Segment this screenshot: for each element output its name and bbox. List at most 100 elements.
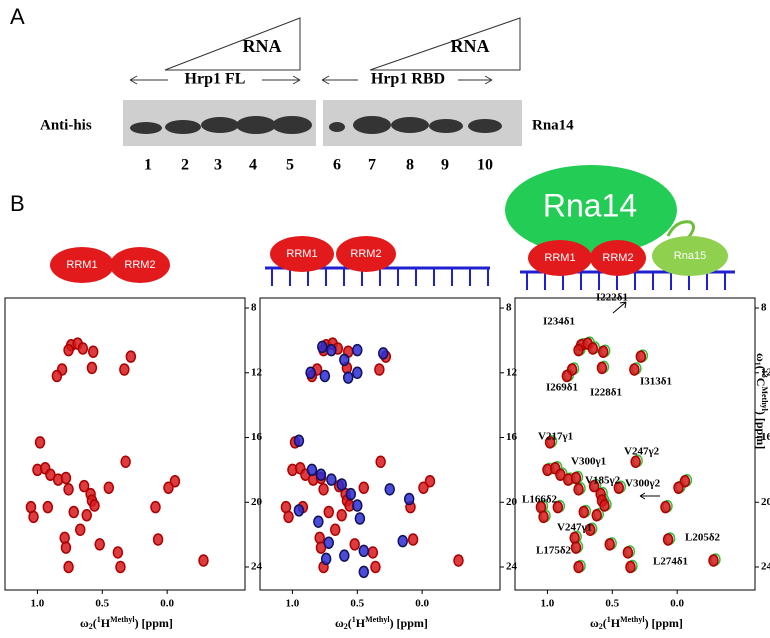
peak [374,363,385,376]
assignment: I234δ1 [543,316,575,328]
x-tick-label: 0.5 [95,598,109,610]
peak [358,481,370,494]
peak [538,510,549,524]
peak [552,500,564,514]
y-tick-label: 24 [251,561,263,573]
group-label: Hrp1 FL [185,71,246,88]
y-tick-label: 12 [251,366,263,378]
peak [613,481,625,494]
peak [125,350,137,363]
axis-label-part: Methyl [620,615,645,624]
axis-label-part: ω [80,616,89,630]
peak [306,463,318,477]
gradient-triangle [369,17,521,71]
lane-number: 10 [477,157,493,174]
peak [352,499,363,512]
axis-label-part: ω [590,616,599,630]
x-tick-label: 0.5 [605,598,619,610]
peak [339,353,350,367]
lane-number: 1 [144,157,152,174]
protein-rna-cartoon: RRM1 RRM2 [265,236,490,286]
lane-number: 2 [181,157,189,174]
peak [679,474,691,488]
peak [622,546,634,559]
assignment: L166δ2 [522,494,558,506]
domain-label: RRM2 [602,252,633,264]
axis-label-part: H [356,616,366,630]
peak [349,538,360,551]
assignment: I222δ1 [596,292,628,304]
axis-label-part: H [611,616,621,630]
rna-label: RNA [243,36,282,56]
axis-label-part: ) [ppm] [754,411,768,449]
peak [384,483,395,496]
peak [305,366,316,380]
peak [119,363,130,376]
rna14-label: Rna14 [543,187,637,223]
axis-label-part: Methyl [110,615,135,624]
peak [163,481,174,494]
peak [673,481,684,494]
axis-label-part: ( [348,616,352,630]
peak [407,533,419,546]
x-tick-label: 1.0 [286,598,300,610]
axis-label-part: ) [ppm] [135,616,173,630]
pointer-arrows [612,301,660,500]
peak [318,483,329,496]
peak [596,361,608,375]
peak [635,350,647,363]
peak [89,499,100,512]
peak [315,468,327,482]
y-tick-label: 24 [761,561,770,573]
gradient-triangle [164,17,301,71]
peak [573,343,584,357]
rna-label: RNA [451,36,490,56]
assignment: V300γ1 [571,456,606,468]
protein-label: Rna14 [532,117,574,133]
peak [352,343,363,357]
assignment: I228δ1 [590,387,622,399]
protein-cartoon: RRM1 RRM2 [50,247,170,283]
peak [375,455,386,469]
y-tick-label: 24 [506,561,518,573]
x-tick-label: 1.0 [541,598,555,610]
peak [283,510,294,524]
axis-label-part: ) [ppm] [390,616,428,630]
domain-label: RRM2 [124,259,155,271]
axis-label-part: ( [93,616,97,630]
peak [293,434,305,448]
peak [94,538,105,551]
peak [81,508,92,522]
lane-number: 6 [333,157,341,174]
y-tick-label: 8 [506,302,512,314]
peak [573,483,584,496]
axis-label-part: ) [ppm] [645,616,683,630]
peak [625,560,636,574]
peak [115,560,126,574]
peak [87,345,99,358]
peak [587,342,599,355]
rna15-label: Rna15 [674,250,706,262]
peak [584,523,596,537]
axis-label-part: ( [754,366,768,370]
x-axis-label: ω2(1HMethyl) [ppm] [590,615,683,631]
x-tick-label: 0.0 [415,598,429,610]
y-tick-label: 20 [761,496,770,508]
peak [34,436,46,449]
assignment: V247γ1 [557,522,592,534]
domain-label: RRM1 [544,252,575,264]
lane-number: 3 [214,157,222,174]
spectrum-frame [514,297,756,591]
peak [28,510,39,524]
peak [570,471,582,485]
peak [323,505,335,519]
peak [63,483,74,496]
peak [397,534,408,548]
x-axis-label: ω2(1HMethyl) [ppm] [335,615,428,631]
assignment: V247γ2 [624,446,660,458]
axis-label-part: 2 [344,622,348,631]
axis-label-part: ω [754,353,768,362]
assignment: V185γ2 [585,475,621,487]
y-tick-label: 12 [761,366,770,378]
